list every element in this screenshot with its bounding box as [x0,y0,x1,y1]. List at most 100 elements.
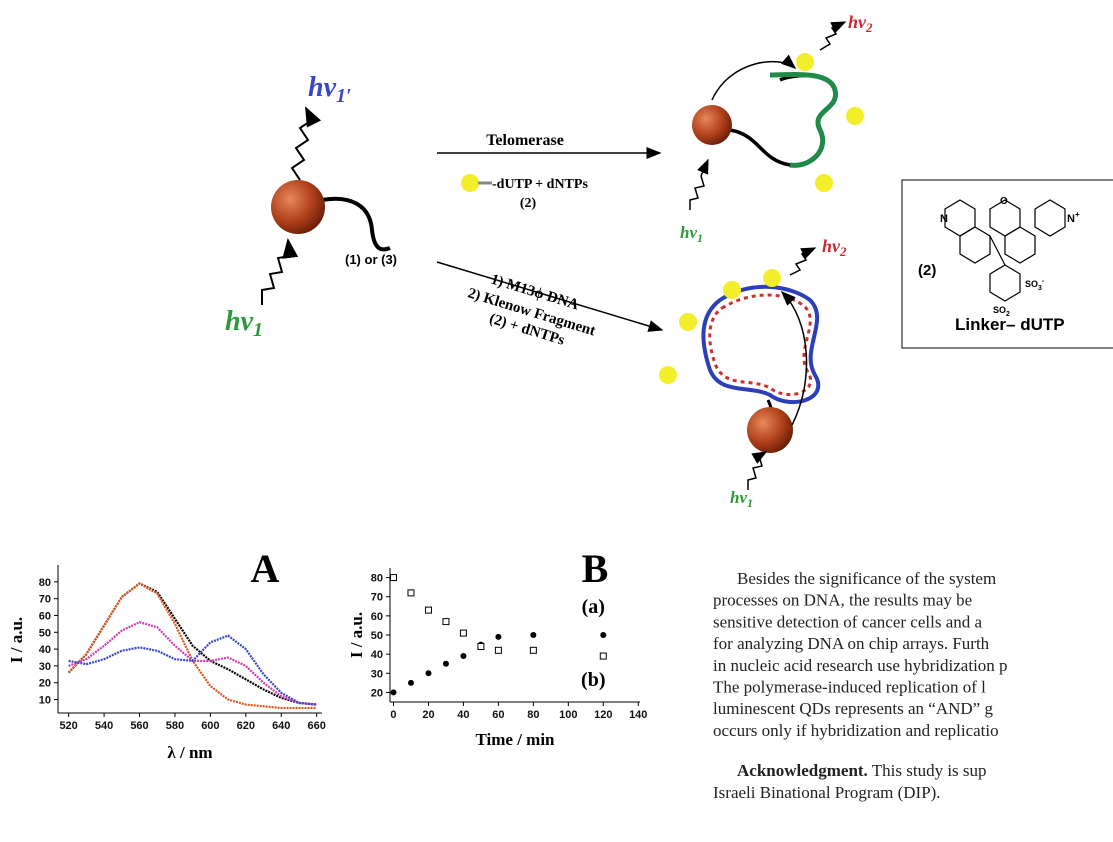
arrow-labels: 1) M13ϕ DNA 2) Klenow Fragment (2) + dNT… [466,272,597,349]
arrow-label: -dUTP + dNTPs [492,177,588,192]
ack-text: This study is sup [868,761,987,780]
x-tick-label: 520 [59,720,77,732]
data-point [459,629,467,637]
paragraph-line: for analyzing DNA on chip arrays. Furth [713,634,990,653]
dna-template [701,284,820,405]
x-tick-label: 120 [594,709,612,721]
data-point [529,646,537,654]
dna-strand [321,196,391,252]
atom-main: N [1067,213,1075,225]
chart-title: B [582,546,609,591]
photon-in [261,238,299,305]
hv-sub: 2 [865,20,873,35]
quantum-dot [692,105,732,145]
quantum-dot [747,407,793,453]
atom-sup: + [1075,210,1080,219]
data-point [599,652,607,660]
bulb-icon [461,174,492,192]
y-tick-label: 20 [39,678,51,690]
data-point [390,689,397,696]
chart: 520 540 560 580 600 620 640 660 10 20 30 40 50 60 70 80… [7,546,326,762]
data-point [442,660,449,667]
y-tick-label: 30 [39,661,51,673]
photon-out [290,106,322,181]
y-tick-label: 70 [39,594,51,606]
hv-main: hν [308,72,337,103]
inset: N N+ O SO3- SO2 (2) Linker– dUTP [901,179,1113,349]
group: SO3- [1025,278,1045,292]
group-sup: - [1042,278,1045,285]
paragraph-line: processes on DNA, the results may be [713,591,972,610]
data-point [530,632,537,638]
x-tick-label: 620 [237,720,255,732]
arrow-label: (2) [520,196,537,211]
y-tick-label: 50 [39,627,51,639]
data-point [424,606,432,614]
acknowledgment: Acknowledgment. This study is sup [737,761,987,780]
data-point [425,670,432,677]
data-point [407,589,415,597]
energy-transfer-arrow [780,290,808,426]
data-point [389,574,397,582]
paragraph-line: occurs only if hybridization and replica… [713,721,999,740]
data-point [495,633,502,640]
hv-label: hν1′ [308,72,352,107]
y-tick-label: 50 [371,630,383,642]
y-tick-label: 20 [371,687,383,699]
charts: 520 540 560 580 600 620 640 6601020304050607080… [7,546,647,762]
body-text: Besides the significance of the system pr… [713,569,1008,802]
chart: 0 20 40 60 80 100 120 140 20 30 40 50 60 70 80 B Time / … [347,546,647,749]
atom: N [940,213,948,225]
x-axis-label: λ / nm [167,743,212,762]
x-tick-label: 100 [559,709,577,721]
x-tick-label: 140 [629,709,647,721]
quantum-dot [271,180,325,234]
group-sub: 2 [1006,311,1010,318]
x-tick-label: 560 [130,720,148,732]
hv-main: hν [225,306,254,337]
y-tick-label: 80 [39,577,51,589]
y-axis-label: I / a.u. [7,617,26,663]
energy-transfer-arrow [711,54,797,101]
series-label: (b) [581,669,605,691]
hv-sub: 1 [697,231,703,245]
data-point [407,679,414,686]
x-tick-label: 40 [457,709,469,721]
data-point [477,642,485,650]
data-point [494,646,502,654]
series-label: (a) [582,596,605,618]
hv-label: hν1 [225,306,263,341]
paragraph-line: Besides the significance of the system [737,569,996,588]
x-tick-label: 80 [527,709,539,721]
x-axis-label: Time / min [475,730,555,749]
arrow-label: Telomerase [486,132,564,149]
hv-main: hν [730,488,747,507]
group-main: SO [993,305,1006,315]
data-point [600,632,607,638]
x-tick-label: 0 [390,709,396,721]
structure [944,199,1066,302]
spectrum-line [68,621,317,706]
bulb-icon [796,53,864,192]
inset-label: (2) [918,262,936,279]
hv-main: hν [822,236,841,256]
y-tick-label: 30 [371,668,383,680]
x-tick-label: 640 [272,720,290,732]
x-tick-label: 20 [422,709,434,721]
x-tick-label: 660 [308,720,326,732]
y-tick-label: 80 [371,573,383,585]
y-tick-label: 70 [371,592,383,604]
x-tick-label: 580 [166,720,184,732]
atom: N+ [1067,210,1080,225]
group-main: SO [1025,279,1038,289]
y-tick-label: 40 [39,644,51,656]
photon-out [819,21,847,51]
paragraph-line: The polymerase-induced replication of l [713,678,986,697]
y-tick-label: 40 [371,649,383,661]
hv-main: hν [680,223,697,242]
acknowledgment: Israeli Binational Program (DIP). [713,783,941,802]
strand-label: (1) or (3) [345,252,397,267]
scheme: hν1′ hν1 (1) or (3) Telomerase -dUTP + d… [225,12,873,510]
hv-main: hν [848,12,867,32]
photon-out [789,247,817,276]
